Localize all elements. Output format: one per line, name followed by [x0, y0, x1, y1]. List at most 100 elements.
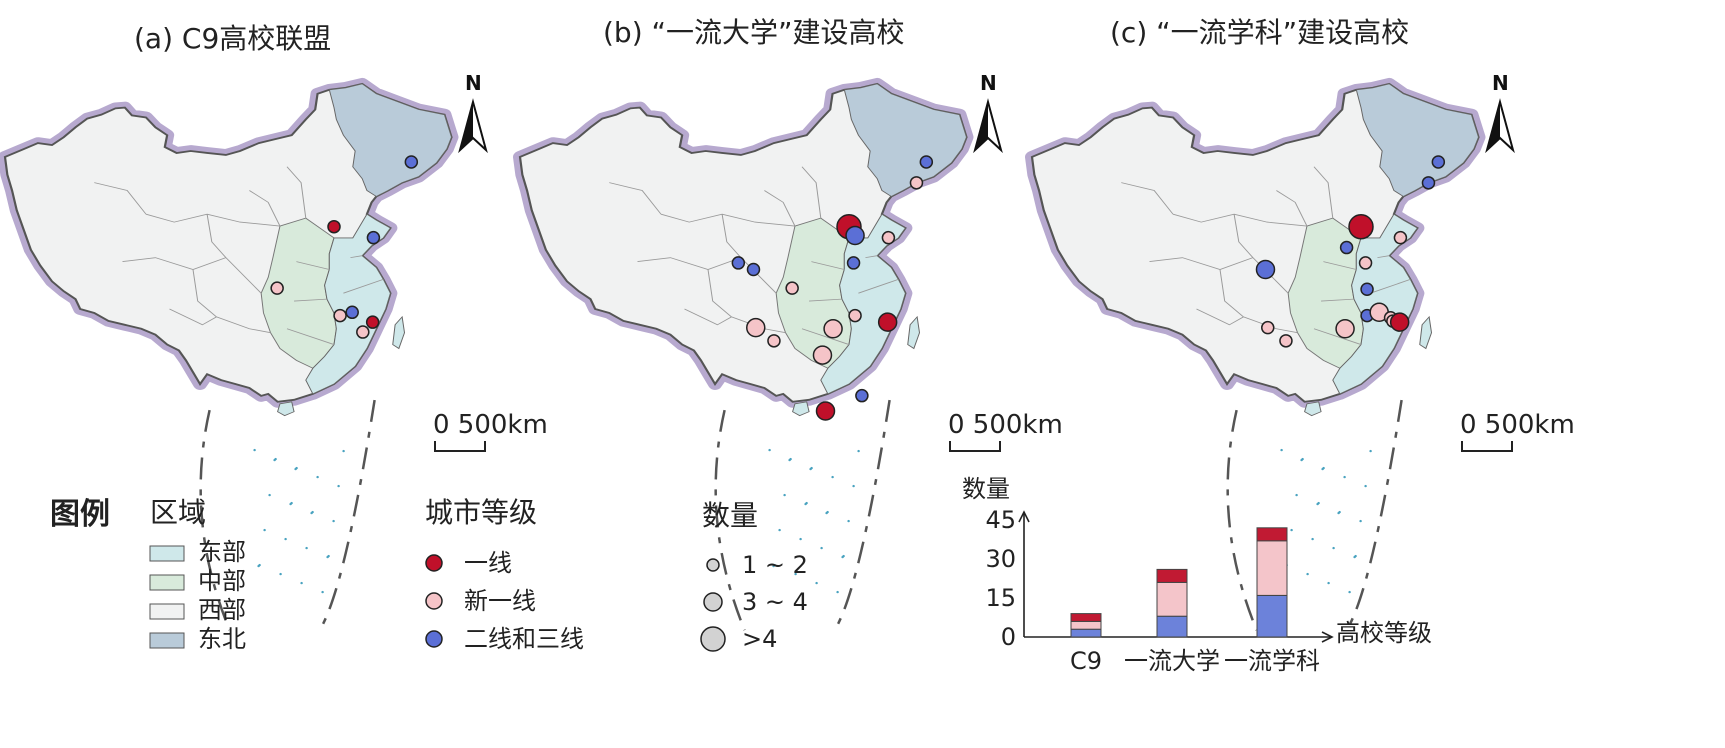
legend-sizes: 1 ~ 2 3 ~ 4 >4	[700, 551, 808, 653]
scalebar-label: 0 500km	[1460, 410, 1575, 440]
scalebar	[1461, 441, 1513, 452]
x-tick-label: 一流学科	[1224, 647, 1320, 675]
bar-segment	[1156, 615, 1188, 638]
legend-title: 图例	[50, 497, 110, 532]
city-marker	[270, 281, 284, 295]
city-marker	[1279, 334, 1293, 348]
legend-region-label: 西部	[198, 596, 246, 624]
city-marker	[746, 262, 761, 277]
panel-b-title: (b) “一流大学”建设高校	[603, 16, 905, 49]
city-markers	[270, 155, 419, 339]
city-marker	[909, 176, 924, 190]
city-marker	[1421, 176, 1436, 190]
y-tick-label: 0	[1001, 623, 1016, 651]
bar-segment	[1070, 620, 1102, 630]
city-marker	[877, 312, 898, 332]
city-marker	[855, 388, 869, 403]
legend-tier-title: 城市等级	[425, 496, 537, 529]
south-china-sea-islands	[253, 448, 345, 594]
legend-region-label: 中部	[198, 567, 246, 595]
city-marker	[919, 155, 934, 169]
city-marker	[845, 225, 865, 246]
island-hainan	[1304, 401, 1322, 417]
city-marker	[1431, 155, 1446, 169]
legend-region-swatch	[149, 574, 185, 591]
city-marker	[1393, 230, 1408, 245]
legend-size-marker	[703, 592, 723, 612]
bar-segment	[1256, 594, 1288, 638]
panel-c-map: N 0 500km	[1032, 71, 1575, 631]
panel-a-title: (a) C9高校联盟	[134, 22, 331, 55]
city-marker	[366, 230, 381, 245]
south-china-sea-boundary	[714, 399, 891, 631]
city-marker	[767, 334, 781, 348]
city-marker	[746, 317, 766, 338]
city-marker	[848, 308, 862, 323]
city-markers	[731, 155, 934, 421]
y-axis-arrow	[1018, 510, 1030, 523]
map-geometry	[520, 84, 967, 417]
island-taiwan	[907, 316, 921, 350]
legend-region-label: 东部	[198, 538, 246, 566]
island-hainan	[277, 401, 295, 417]
north-label: N	[1492, 71, 1509, 95]
chart-ticks: 0 15 30 45 C9 一流大学 一流学科	[985, 506, 1320, 675]
city-marker	[812, 345, 833, 365]
scalebar	[949, 441, 1001, 452]
legend-tier-marker	[425, 592, 443, 610]
north-label: N	[980, 71, 997, 95]
north-arrow-fill	[1487, 102, 1500, 150]
city-marker	[327, 219, 341, 234]
legend-size-label: 1 ~ 2	[742, 551, 808, 579]
city-marker	[356, 325, 370, 339]
y-tick-label: 45	[985, 506, 1016, 534]
city-marker	[1255, 259, 1276, 280]
legend-size-label: 3 ~ 4	[742, 588, 808, 616]
x-tick-label: C9	[1070, 647, 1102, 675]
y-tick-label: 30	[985, 545, 1016, 573]
city-marker	[1360, 282, 1374, 296]
chart-xlabel: 高校等级	[1336, 619, 1432, 647]
legend-size-marker	[706, 558, 720, 572]
city-marker	[731, 256, 746, 270]
legend-size-label: >4	[742, 625, 777, 653]
y-tick-label: 15	[985, 584, 1016, 612]
legend-tier-marker	[425, 554, 443, 572]
chart-bars	[1070, 527, 1288, 638]
bar-segment	[1070, 628, 1102, 638]
bar-segment	[1156, 581, 1188, 617]
legend-tier-label: 一线	[464, 549, 512, 577]
island-hainan	[792, 401, 810, 417]
city-marker	[333, 308, 347, 323]
city-marker	[785, 281, 799, 295]
x-axis-arrow	[1321, 631, 1334, 643]
island-taiwan	[1419, 316, 1433, 350]
panel-c-title: (c) “一流学科”建设高校	[1110, 16, 1409, 49]
city-marker	[1389, 312, 1410, 332]
scalebar-label: 0 500km	[433, 410, 548, 440]
city-marker	[881, 230, 896, 245]
map-geometry	[1032, 84, 1479, 417]
legend-tier-label: 新一线	[464, 587, 536, 615]
legend-region-title: 区域	[150, 496, 206, 529]
legend-tier-marker	[425, 630, 443, 648]
north-arrow-fill	[460, 102, 473, 150]
city-markers	[1255, 155, 1446, 348]
city-marker	[1358, 256, 1373, 270]
panel-a-map: N 0 500km	[5, 71, 548, 631]
south-china-sea-boundary	[1226, 399, 1403, 631]
city-marker	[404, 155, 419, 169]
south-china-sea-islands	[1280, 448, 1372, 594]
legend-region-swatch	[149, 545, 185, 562]
bar-segment	[1156, 568, 1188, 583]
bar-segment	[1070, 613, 1102, 622]
island-taiwan	[392, 316, 406, 350]
north-arrow-fill	[975, 102, 988, 150]
south-china-sea-boundary	[199, 399, 376, 631]
bar-segment	[1256, 540, 1288, 596]
city-marker	[1261, 320, 1275, 335]
